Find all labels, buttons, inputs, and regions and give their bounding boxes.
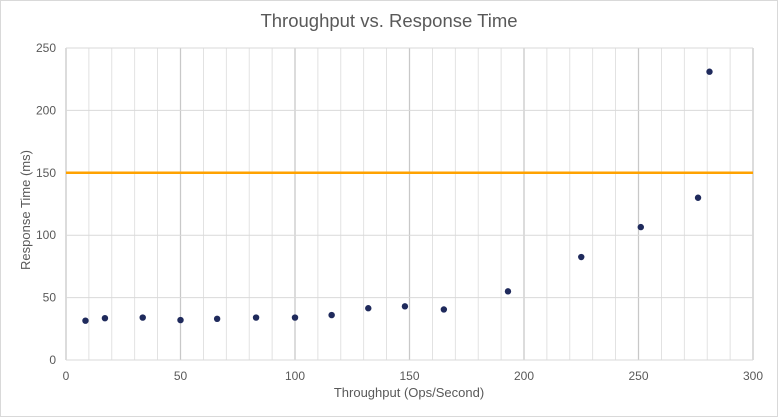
data-point — [637, 223, 644, 231]
data-point — [440, 306, 448, 313]
data-point — [139, 314, 146, 321]
data-point — [365, 305, 372, 312]
data-point — [578, 253, 585, 261]
data-point — [252, 314, 260, 321]
y-tick-label: 150 — [36, 166, 56, 180]
data-point — [694, 194, 702, 201]
y-tick-label: 200 — [36, 103, 56, 117]
y-tick-label: 250 — [36, 41, 56, 55]
x-tick-label: 0 — [63, 369, 70, 383]
x-tick-label: 50 — [174, 369, 188, 383]
y-tick-label: 0 — [49, 353, 56, 367]
data-point — [177, 316, 184, 324]
x-tick-label: 300 — [743, 369, 763, 383]
data-point — [401, 303, 409, 310]
data-point — [82, 317, 89, 324]
data-point — [328, 311, 335, 319]
grid-lines — [65, 47, 754, 361]
y-tick-label: 50 — [43, 291, 57, 305]
data-point — [291, 314, 299, 321]
x-tick-label: 200 — [514, 369, 534, 383]
data-point — [504, 288, 512, 295]
chart-title: Throughput vs. Response Time — [260, 10, 518, 31]
y-axis-title: Response Time (ms) — [18, 150, 33, 270]
y-axis-tick-labels: 0 50 100 150 200 250 — [36, 41, 56, 367]
data-point — [706, 68, 713, 75]
data-points — [82, 68, 713, 324]
x-tick-label: 150 — [399, 369, 419, 383]
x-tick-label: 100 — [285, 369, 305, 383]
x-axis-title: Throughput (Ops/Second) — [334, 385, 484, 400]
y-tick-label: 100 — [36, 228, 56, 242]
data-point — [101, 314, 109, 322]
x-tick-label: 250 — [628, 369, 648, 383]
x-axis-tick-labels: 0 50 100 150 200 250 300 — [63, 369, 764, 383]
data-point — [213, 315, 221, 323]
